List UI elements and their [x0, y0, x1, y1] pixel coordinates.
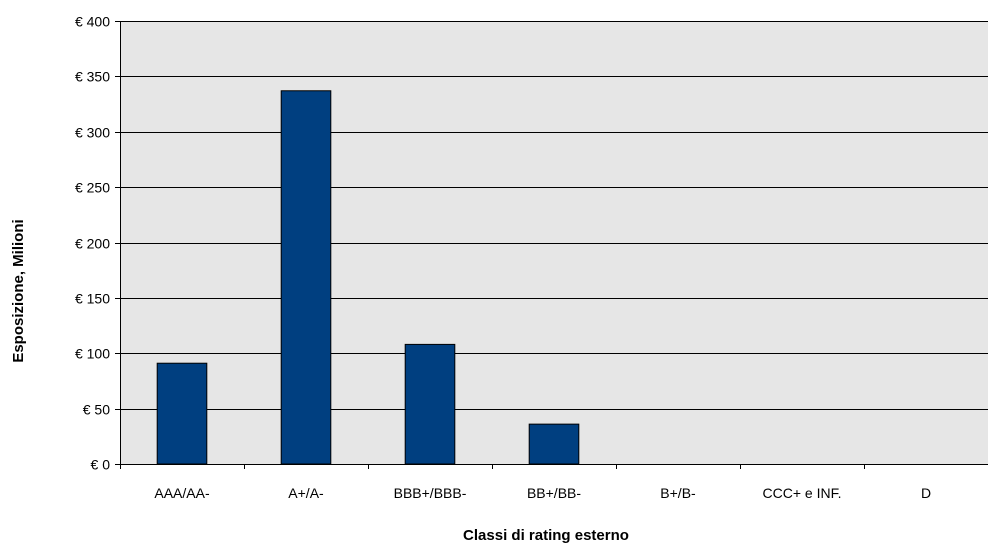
- y-tick-label: € 300: [75, 125, 110, 141]
- bars: [156, 90, 580, 465]
- x-tick-label: BB+/BB-: [527, 485, 581, 501]
- x-tick-label: CCC+ e INF.: [763, 485, 842, 501]
- y-tick-label: € 0: [91, 457, 111, 473]
- x-tick-label: B+/B-: [660, 485, 696, 501]
- bar: [280, 90, 332, 465]
- x-tick-label: A+/A-: [288, 485, 324, 501]
- y-axis-title: Esposizione, Milioni: [10, 219, 27, 362]
- y-tick-label: € 350: [75, 69, 110, 85]
- bar: [156, 362, 208, 465]
- y-tick-label: € 250: [75, 180, 110, 196]
- y-tick-label: € 50: [83, 402, 110, 418]
- bar: [404, 343, 456, 465]
- y-tick-label: € 100: [75, 346, 110, 362]
- y-tick-label: € 150: [75, 291, 110, 307]
- y-tick-label: € 400: [75, 14, 110, 30]
- x-axis-title: Classi di rating esterno: [463, 527, 629, 544]
- gridlines: [120, 21, 988, 410]
- plot-area: [120, 21, 988, 464]
- y-tick-label: € 200: [75, 236, 110, 252]
- x-tick-labels: AAA/AA- A+/A- BBB+/BBB- BB+/BB- B+/B- CCC+ e …: [154, 485, 931, 501]
- x-tick-label: BBB+/BBB-: [394, 485, 467, 501]
- axes: [115, 21, 988, 469]
- x-tick-label: D: [921, 485, 931, 501]
- x-tick-label: AAA/AA-: [154, 485, 210, 501]
- bar: [528, 423, 580, 465]
- y-tick-labels: € 0 € 50 € 100 € 150 € 200 € 250 € 300 € 350 € 4…: [75, 14, 110, 473]
